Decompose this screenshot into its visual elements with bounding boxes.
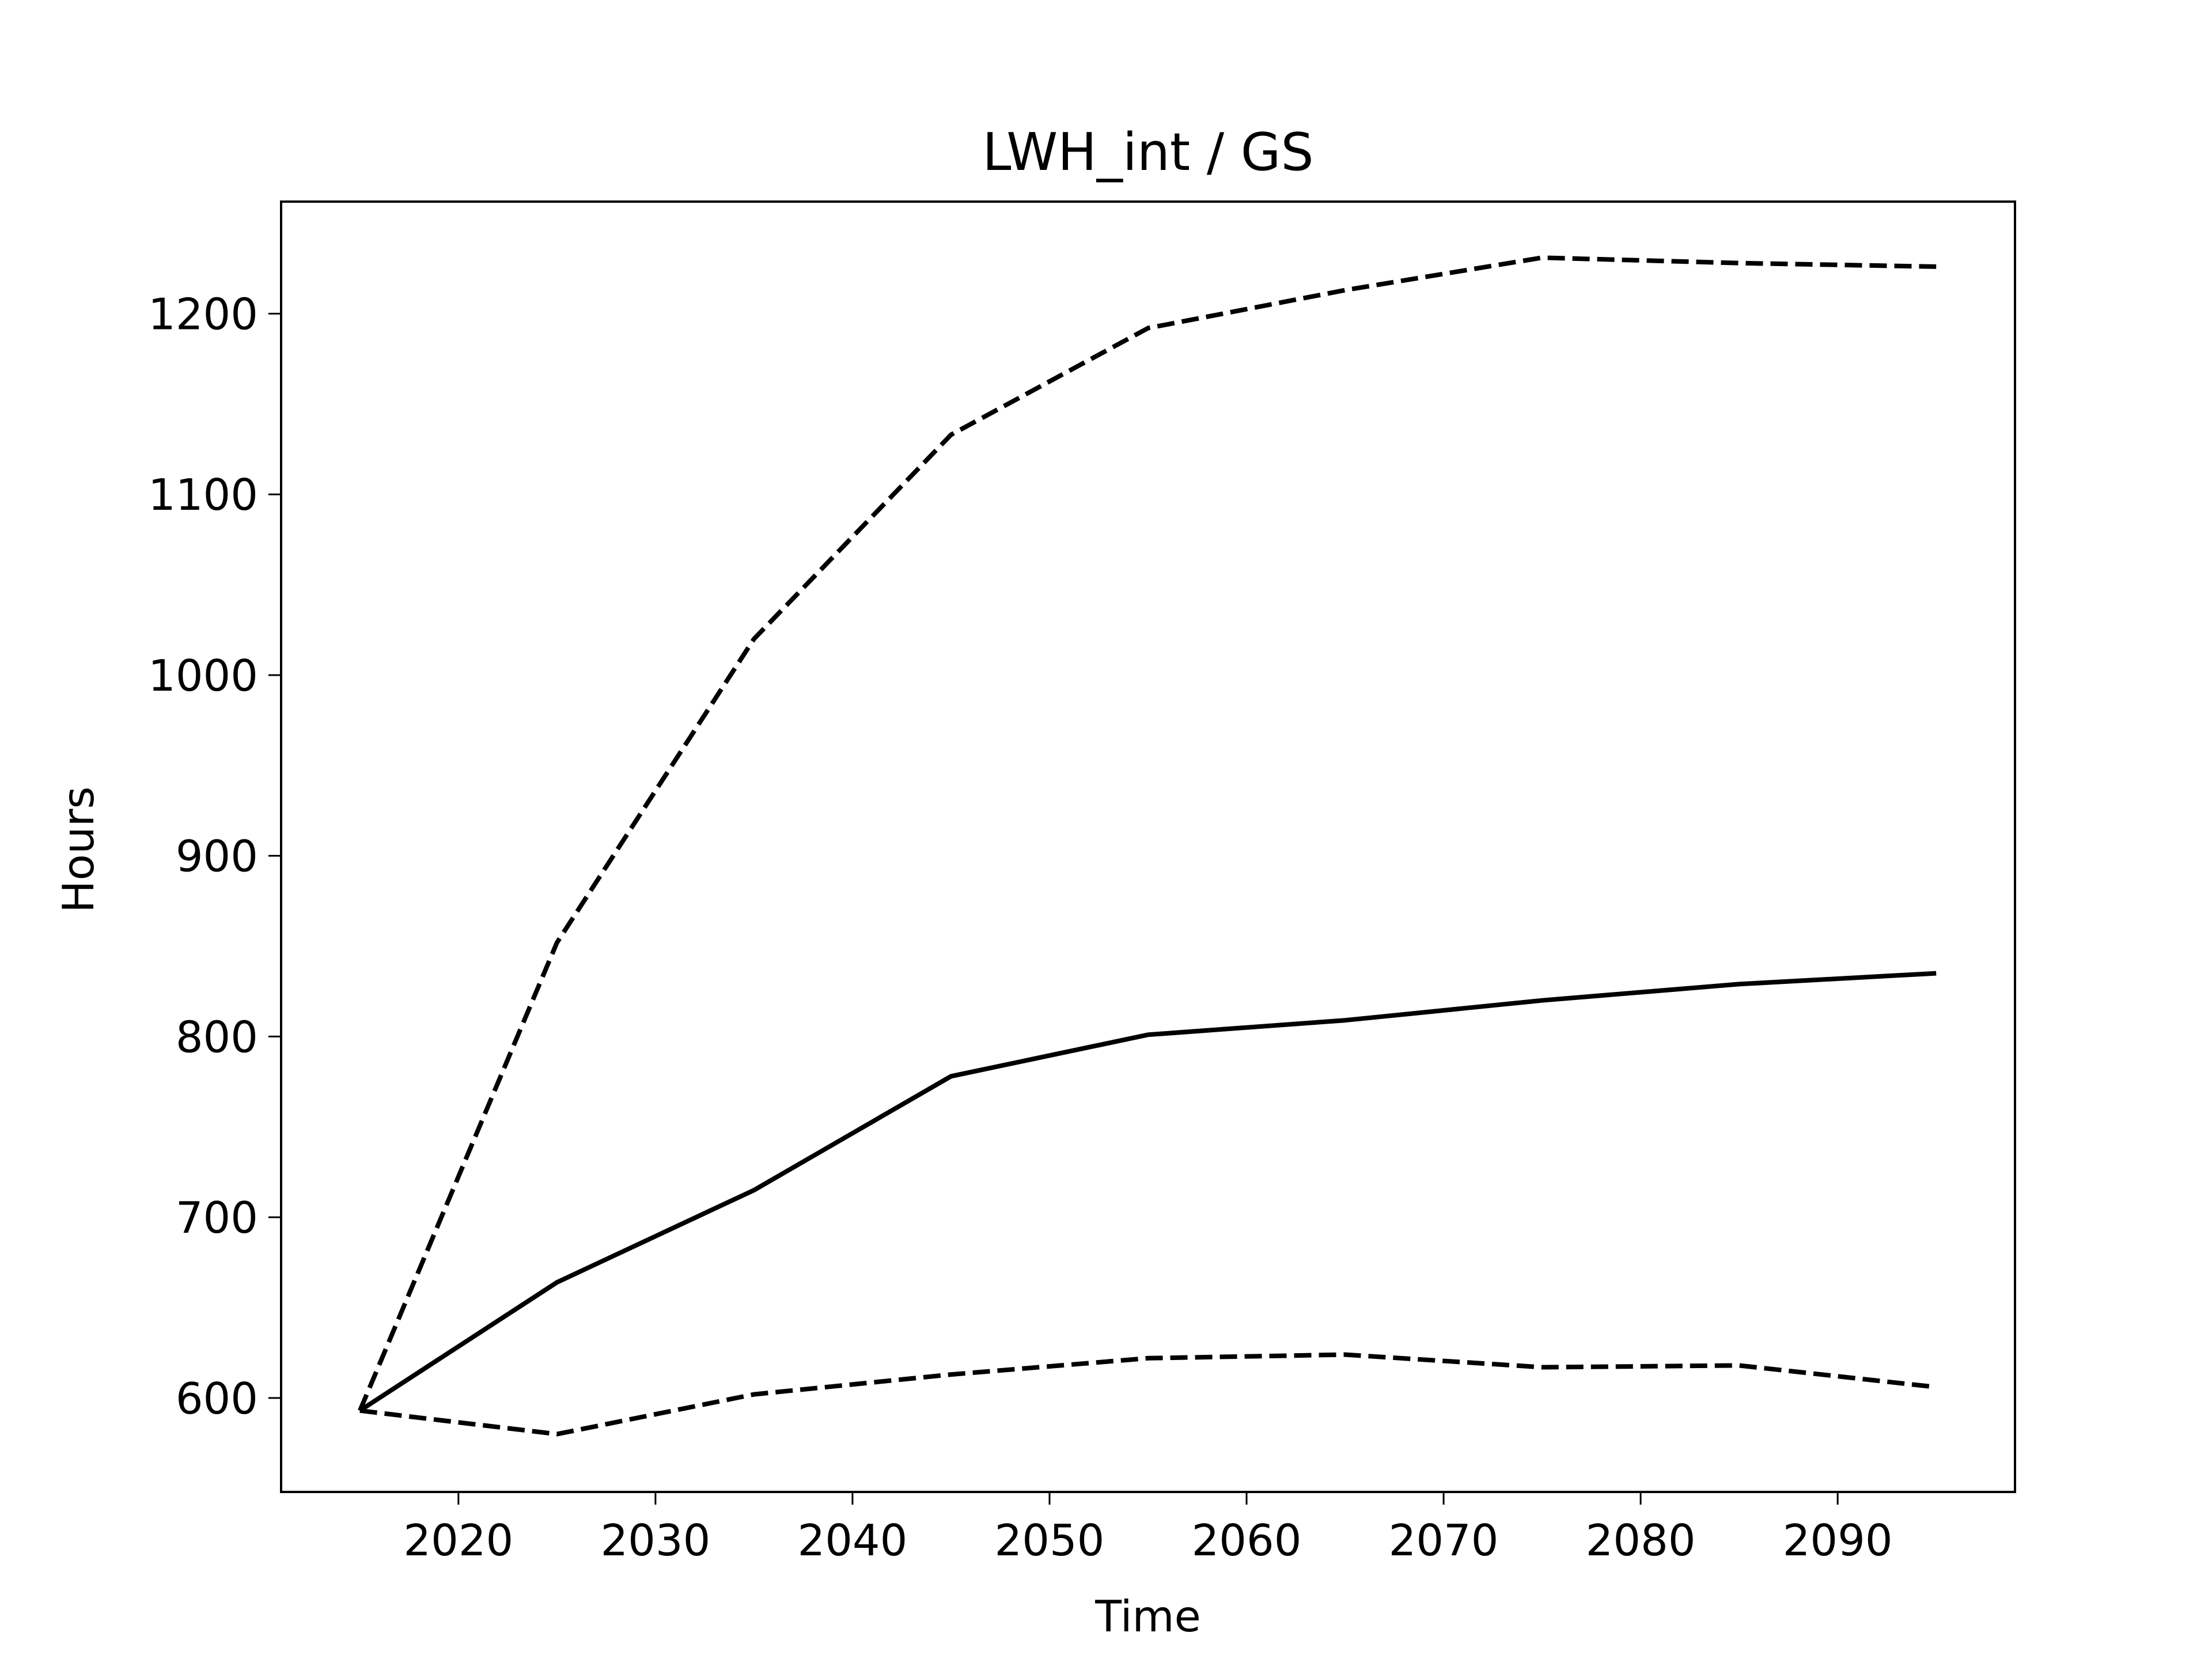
x-axis-label: Time <box>1094 1591 1201 1642</box>
y-tick-label: 1200 <box>148 289 258 340</box>
x-tick-label: 2060 <box>1192 1515 1302 1566</box>
x-tick-label: 2080 <box>1586 1515 1696 1566</box>
y-axis-ticks: 600 700 800 900 1000 1100 1200 <box>148 289 281 1424</box>
plot-frame <box>280 200 2016 1493</box>
x-axis-ticks: 2020 2030 2040 2050 2060 2070 2080 2090 <box>403 1492 1893 1566</box>
y-tick-label: 1100 <box>148 469 258 520</box>
x-tick-label: 2070 <box>1389 1515 1499 1566</box>
y-tick-label: 1000 <box>148 650 258 701</box>
x-tick-label: 2040 <box>797 1515 907 1566</box>
series-line-3-dashed <box>359 1352 1937 1437</box>
plot-lines <box>358 255 1937 1437</box>
y-tick-label: 700 <box>176 1192 258 1243</box>
x-tick-label: 2050 <box>995 1515 1105 1566</box>
x-tick-label: 2030 <box>600 1515 710 1566</box>
x-tick-label: 2020 <box>403 1515 513 1566</box>
series-line-1-solid <box>358 971 1937 1413</box>
y-tick-label: 600 <box>176 1373 258 1424</box>
y-axis-label: Hours <box>53 786 104 913</box>
y-tick-label: 800 <box>176 1012 258 1062</box>
y-tick-label: 900 <box>176 831 258 882</box>
series-line-2-dashed <box>358 255 1937 1412</box>
chart-title: LWH_int / GS <box>982 122 1313 183</box>
x-tick-label: 2090 <box>1783 1515 1893 1566</box>
